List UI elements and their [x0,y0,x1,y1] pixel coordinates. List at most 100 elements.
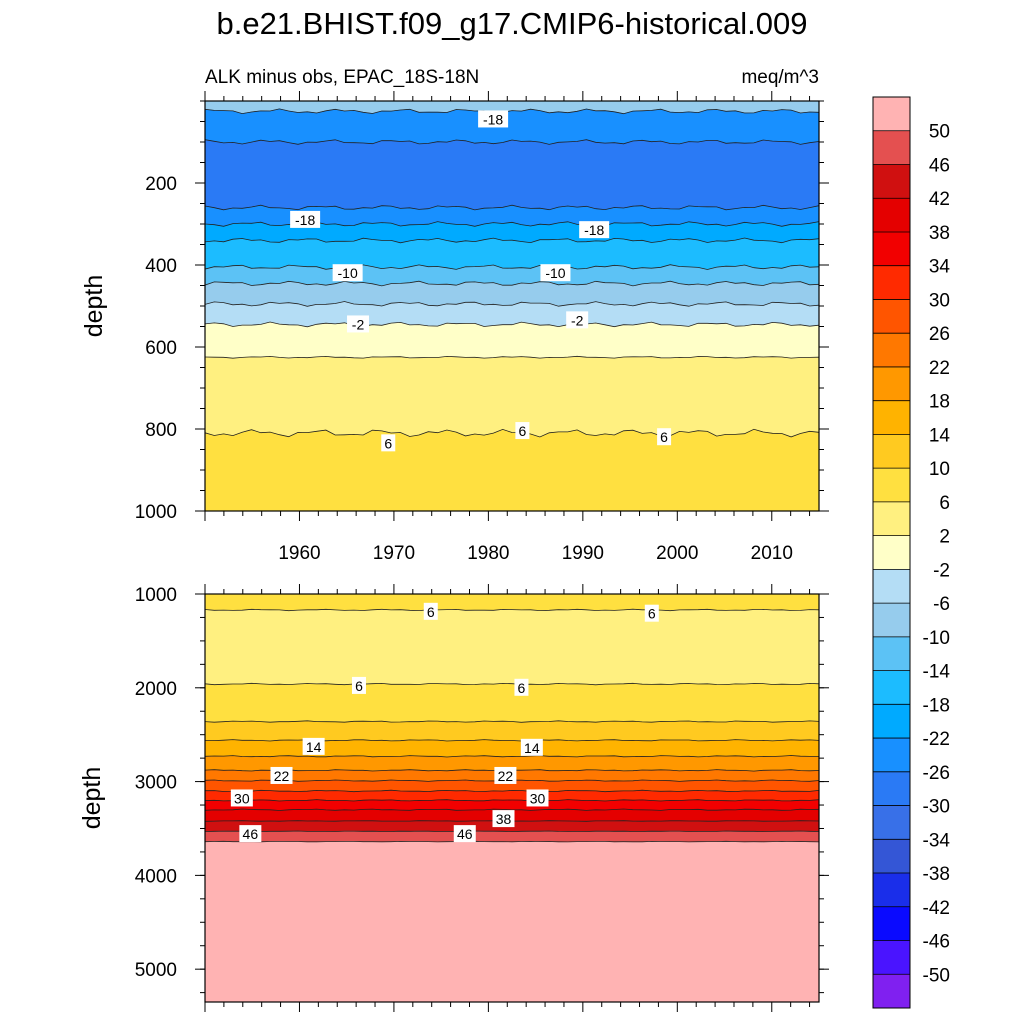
upper-ytick-label: 400 [145,256,177,277]
upper-contour-band [205,321,819,359]
upper-xtick-label: 2010 [751,543,793,564]
colorbar-swatch [873,265,910,300]
svg-text:46: 46 [243,826,259,842]
colorbar-label: 14 [929,425,951,446]
upper-xtick-label: 1970 [373,543,415,564]
upper-contour-label: -2 [347,315,370,333]
svg-text:6: 6 [660,429,668,445]
lower-contour-label: 30 [526,789,549,807]
lower-contour-line [205,608,819,612]
svg-text:6: 6 [518,423,526,439]
svg-text:6: 6 [427,604,435,620]
upper-contour-band [205,139,819,211]
lower-contour-band [205,682,819,723]
colorbar-swatch [873,333,910,368]
colorbar-swatch [873,501,910,536]
colorbar-label: 46 [929,155,950,176]
lower-contour-line [205,682,819,686]
upper-panel: -18 -18 -18 -10 -10 -2 -2 6 6 6 200 400 600 800 1000 1… [80,91,829,564]
colorbar: 50 46 42 38 34 30 26 22 18 14 10 6 2 -2 -6 -10 -14 -18 -22… [872,96,951,1009]
upper-contour-band [205,237,819,270]
colorbar-label: 22 [929,358,950,379]
lower-contour-label: 14 [520,738,543,756]
upper-contour-line [205,204,819,211]
lower-contour-label: 6 [423,602,438,620]
lower-panel: 6 6 6 6 14 14 22 22 30 30 38 46 46 1000 2000 3000 4000 5… [78,584,829,1012]
colorbar-label: 6 [939,493,950,514]
upper-contour-band [205,108,819,145]
colorbar-label: 38 [929,223,950,244]
lower-ytick-label: 2000 [135,679,177,700]
colorbar-swatch [873,906,910,941]
colorbar-swatch [873,198,910,233]
colorbar-label: -14 [923,662,951,683]
colorbar-label: 26 [929,324,950,345]
svg-text:-10: -10 [338,265,358,281]
upper-contour-line [205,108,819,115]
lower-ytick-label: 5000 [135,960,177,981]
colorbar-label: -10 [923,628,950,649]
lower-ytick-label: 1000 [135,585,177,606]
upper-contour-band [205,428,819,511]
upper-xtick-label: 1990 [562,543,604,564]
colorbar-swatch [873,434,910,469]
colorbar-label: 42 [929,189,950,210]
colorbar-swatch [873,366,910,401]
chart-subtitle-left: ALK minus obs, EPAC_18S-18N [205,67,479,88]
upper-xtick-label: 1960 [278,543,320,564]
upper-contour-line [205,428,819,438]
upper-ytick-label: 200 [145,174,177,195]
colorbar-label: -22 [923,729,950,750]
upper-contour-line [205,301,819,307]
colorbar-swatch [873,400,910,435]
colorbar-swatch [873,535,910,570]
upper-contour-label: -10 [332,264,363,282]
colorbar-label: -34 [923,830,951,851]
upper-contour-label: 6 [657,428,672,446]
colorbar-label: -42 [923,898,950,919]
colorbar-swatch [873,97,910,132]
colorbar-label: -46 [923,932,950,953]
lower-contour-band [205,608,819,686]
upper-contour-label: -2 [566,311,589,329]
lower-contour-label: 14 [302,737,325,755]
upper-xtick-label: 1980 [467,543,509,564]
colorbar-swatch [873,771,910,806]
colorbar-swatch [873,164,910,199]
colorbar-swatch [873,130,910,165]
colorbar-label: -26 [923,763,950,784]
upper-contour-label: 6 [515,422,530,440]
svg-text:30: 30 [530,790,546,806]
colorbar-swatch [873,873,910,908]
lower-contour-label: 46 [239,825,262,843]
chart-units: meq/m^3 [741,67,819,88]
colorbar-swatch [873,299,910,334]
upper-contour-label: -18 [579,221,610,239]
colorbar-swatch [873,636,910,671]
lower-contour-line [205,720,819,723]
svg-text:-2: -2 [571,312,584,328]
lower-contour-label: 22 [270,766,293,784]
upper-contour-line [205,264,819,270]
upper-contour-label: 6 [381,434,396,452]
colorbar-label: 30 [929,290,950,311]
upper-contour-line [205,355,819,359]
lower-contour-band [205,799,819,811]
lower-ytick-label: 4000 [135,866,177,887]
colorbar-swatch [873,974,910,1009]
lower-contour-band [205,594,819,612]
upper-ytick-label: 1000 [135,502,177,523]
colorbar-swatch [873,569,910,604]
svg-text:-18: -18 [483,111,503,127]
colorbar-label: 34 [929,257,951,278]
lower-contour-line [205,755,819,758]
svg-text:-18: -18 [295,212,315,228]
colorbar-swatch [873,231,910,267]
lower-contour-band [205,739,819,758]
svg-text:14: 14 [306,739,322,755]
upper-contour-line [205,139,819,145]
lower-contour-line [205,789,819,793]
lower-contour-label: 22 [494,766,517,784]
lower-ylabel: depth [78,767,106,830]
